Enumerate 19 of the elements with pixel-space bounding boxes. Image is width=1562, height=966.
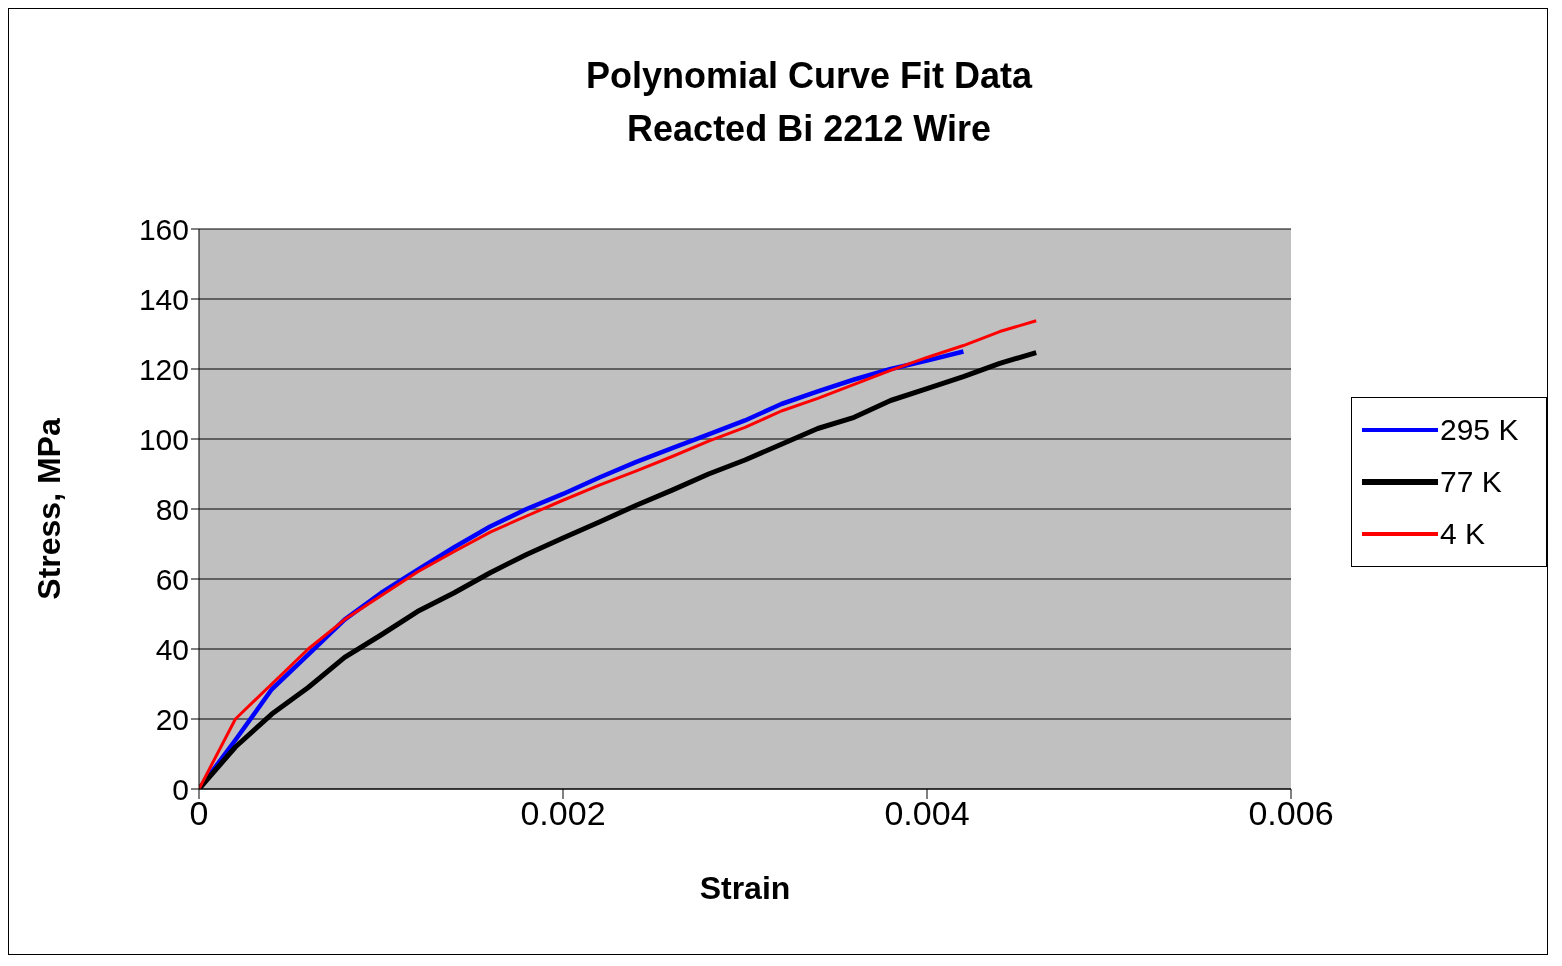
y-tick-label: 120 <box>138 352 189 386</box>
x-tick-label: 0.006 <box>1248 794 1334 833</box>
y-tick-label: 20 <box>155 702 189 736</box>
legend-label: 295 K <box>1440 412 1520 447</box>
y-tick-label: 40 <box>155 632 189 666</box>
y-axis-title: Stress, MPa <box>31 418 68 600</box>
x-tick-label: 0.002 <box>520 794 606 833</box>
y-tick-label: 0 <box>172 772 189 806</box>
y-tick-label: 160 <box>138 212 189 246</box>
legend-label: 4 K <box>1440 516 1487 551</box>
y-tick-label: 140 <box>138 282 189 316</box>
chart-title: Polynomial Curve Fit Data <box>584 54 1034 98</box>
y-tick-label: 80 <box>155 492 189 526</box>
x-tick-label: 0.004 <box>884 794 970 833</box>
y-tick-label: 100 <box>138 422 189 456</box>
chart-subtitle: Reacted Bi 2212 Wire <box>626 107 992 151</box>
y-tick-label: 60 <box>155 562 189 596</box>
legend-label: 77 K <box>1440 464 1503 499</box>
x-axis-title: Strain <box>699 870 791 906</box>
